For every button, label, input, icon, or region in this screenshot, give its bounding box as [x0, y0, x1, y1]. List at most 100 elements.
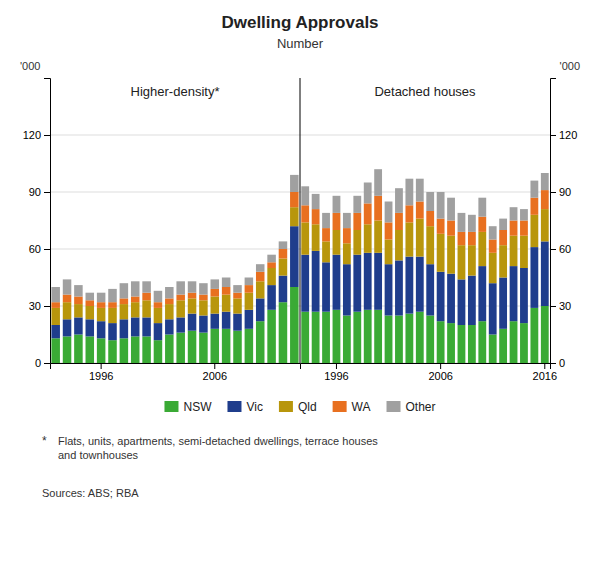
- bar: [458, 279, 466, 325]
- bar: [142, 281, 151, 292]
- bar: [447, 236, 455, 274]
- legend-label: NSW: [183, 400, 212, 414]
- y-tick-mark: [550, 249, 556, 250]
- x-axis: 199620062016: [301, 363, 558, 382]
- bar: [188, 331, 197, 363]
- bar: [312, 312, 320, 363]
- bar: [51, 308, 60, 325]
- bar: [63, 336, 72, 363]
- bar: [211, 314, 220, 329]
- bar: [279, 276, 288, 303]
- bar: [426, 316, 434, 364]
- panel-title: Detached houses: [374, 84, 476, 99]
- bar: [468, 245, 476, 275]
- bar: [74, 304, 83, 317]
- bar: [290, 226, 299, 287]
- bar: [51, 287, 60, 302]
- bar: [267, 285, 276, 310]
- bar: [165, 319, 174, 334]
- bar: [199, 316, 208, 333]
- bar: [489, 226, 497, 239]
- bar: [322, 228, 330, 241]
- grid: [50, 135, 300, 363]
- bar: [468, 276, 476, 325]
- bar: [416, 202, 424, 219]
- bar: [245, 310, 254, 329]
- y-axis: 0306090120: [550, 79, 577, 370]
- bar: [233, 285, 242, 293]
- bar: [176, 295, 185, 301]
- legend-item: Vic: [227, 400, 262, 414]
- y-tick: 60: [550, 243, 571, 255]
- y-tick-label: 0: [35, 357, 41, 369]
- bar: [188, 293, 197, 299]
- bar: [333, 310, 341, 363]
- bar: [120, 338, 129, 363]
- bar: [468, 232, 476, 245]
- panel-divider: [300, 78, 301, 363]
- bar: [541, 209, 549, 241]
- bar: [541, 306, 549, 363]
- x-tick-mark: [440, 363, 441, 369]
- legend-item: Other: [387, 400, 436, 414]
- bar: [437, 321, 445, 363]
- legend-item: NSW: [164, 400, 212, 414]
- bar: [211, 289, 220, 297]
- bar: [458, 213, 466, 232]
- bar: [256, 272, 265, 282]
- bar: [154, 323, 163, 340]
- bar: [233, 293, 242, 299]
- y-tick: 0: [35, 357, 50, 369]
- bar: [188, 314, 197, 331]
- bar: [63, 295, 72, 303]
- bar: [267, 255, 276, 263]
- bar: [301, 205, 309, 222]
- bar: [267, 262, 276, 268]
- legend: NSWVicQldWAOther: [164, 400, 435, 414]
- y-tick-label: 60: [29, 243, 41, 255]
- bar: [222, 287, 231, 295]
- grid-line: [300, 192, 550, 193]
- bar: [279, 249, 288, 259]
- bar: [374, 169, 382, 196]
- bar: [86, 306, 95, 319]
- bar: [385, 264, 393, 315]
- bar: [165, 304, 174, 319]
- legend-item: WA: [333, 400, 371, 414]
- bar: [63, 319, 72, 336]
- grid-line: [300, 135, 550, 136]
- bar: [51, 302, 60, 308]
- bar: [458, 325, 466, 363]
- bar: [499, 245, 507, 277]
- bar: [312, 209, 320, 224]
- bar: [499, 278, 507, 329]
- x-tick-label: 2016: [533, 370, 557, 382]
- bar: [245, 293, 254, 310]
- bar: [447, 221, 455, 236]
- bar: [165, 287, 174, 298]
- bar: [165, 335, 174, 364]
- bar: [120, 304, 129, 319]
- bar: [154, 302, 163, 308]
- bar: [290, 192, 299, 207]
- bar: [131, 302, 140, 317]
- panel: 199620060306090120'000Higher-density*: [20, 60, 301, 382]
- bar: [385, 222, 393, 239]
- bar: [499, 329, 507, 363]
- y-tick-mark: [44, 192, 50, 193]
- bar: [437, 219, 445, 234]
- y-tick-mark: [44, 135, 50, 136]
- bar: [245, 285, 254, 293]
- bar: [510, 207, 518, 220]
- bar-series: [51, 175, 298, 302]
- legend-label: Vic: [246, 400, 262, 414]
- bar: [131, 336, 140, 363]
- y-tick-mark: [44, 363, 50, 364]
- bar: [222, 329, 231, 363]
- bar: [74, 317, 83, 334]
- bar: [322, 213, 330, 228]
- bar-series: [301, 169, 548, 239]
- bar: [426, 226, 434, 264]
- bar: [478, 217, 486, 232]
- bar: [530, 215, 538, 247]
